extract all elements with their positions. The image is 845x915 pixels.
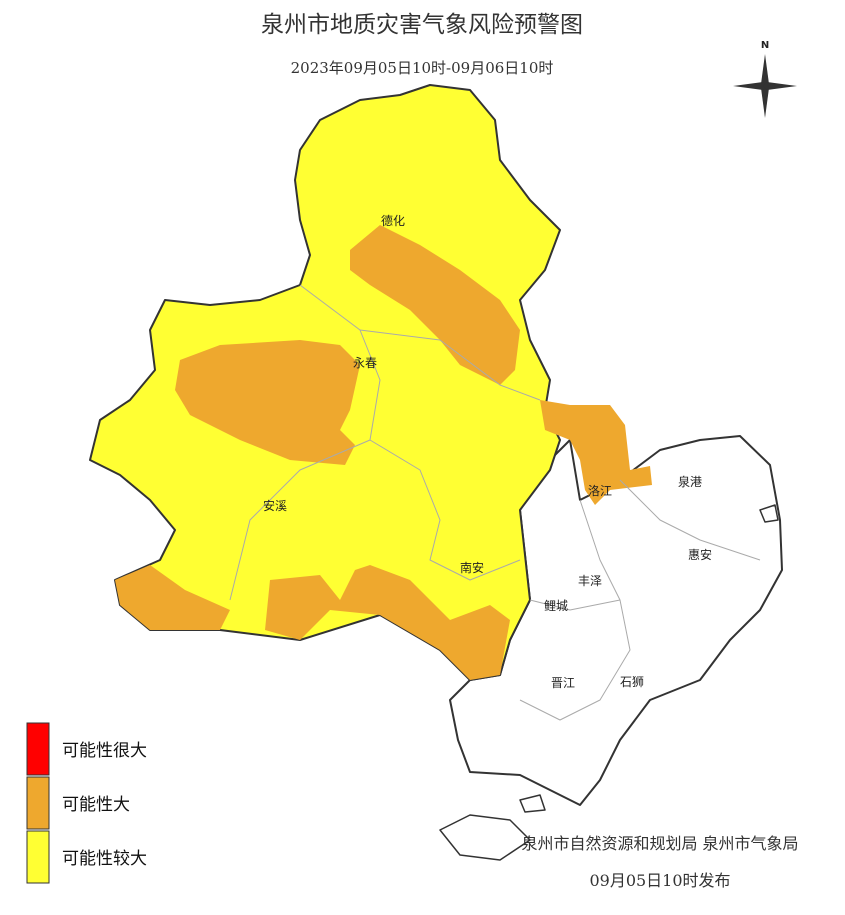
place-label: 德化 xyxy=(381,213,405,228)
place-label: 洛江 xyxy=(588,483,612,498)
region-orange xyxy=(115,565,230,630)
subtitle: 2023年09月05日10时-09月06日10时 xyxy=(291,59,554,77)
place-label: 安溪 xyxy=(263,498,287,513)
legend-swatch xyxy=(26,830,50,884)
orange-areas xyxy=(115,225,652,680)
region-orange xyxy=(175,340,360,465)
place-label: 石狮 xyxy=(620,675,644,689)
legend-label: 可能性大 xyxy=(62,795,130,815)
legend-label: 可能性较大 xyxy=(62,849,147,869)
map-shapes xyxy=(89,84,783,861)
place-label: 永春 xyxy=(353,356,377,370)
place-label: 南安 xyxy=(460,560,484,575)
place-label: 晋江 xyxy=(551,676,575,690)
place-label: 惠安 xyxy=(688,547,712,562)
legend-label: 可能性很大 xyxy=(62,741,147,761)
compass: N xyxy=(733,40,797,118)
footer-issuer: 泉州市自然资源和规划局 泉州市气象局 xyxy=(521,834,798,853)
footer-time: 09月05日10时发布 xyxy=(589,871,730,890)
legend-swatch xyxy=(26,722,50,776)
islands xyxy=(439,504,779,861)
place-label: 鲤城 xyxy=(544,599,568,613)
region-orange xyxy=(540,400,652,505)
legend-swatch xyxy=(26,776,50,830)
region-orange xyxy=(350,225,520,385)
region-orange xyxy=(265,565,510,680)
district-borders xyxy=(229,284,761,721)
place-label: 泉港 xyxy=(678,475,702,489)
compass-label: N xyxy=(761,40,769,51)
place-label: 丰泽 xyxy=(578,574,602,588)
title: 泉州市地质灾害气象风险预警图 xyxy=(261,12,583,38)
